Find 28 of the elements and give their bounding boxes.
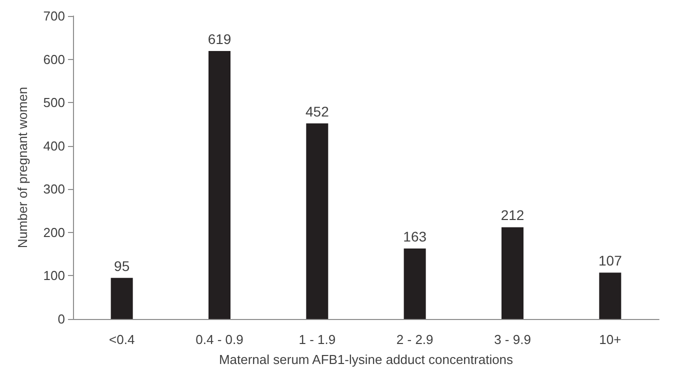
data-label: 163 [403, 228, 427, 244]
bar [502, 227, 524, 319]
y-tick-label: 400 [43, 138, 65, 154]
bar [306, 123, 328, 319]
bar [404, 248, 426, 319]
data-label: 95 [114, 258, 130, 274]
bar [599, 272, 622, 319]
bar [110, 278, 133, 319]
data-label: 452 [305, 103, 330, 120]
y-tick-label: 700 [43, 8, 65, 24]
y-tick-label: 300 [43, 182, 65, 197]
data-label: 619 [208, 31, 232, 48]
x-tick-label: 10+ [599, 332, 622, 347]
y-axis-title: Number of pregnant women [15, 86, 30, 248]
data-label: 107 [598, 252, 622, 269]
y-tick-label: 500 [43, 95, 65, 110]
data-label: 212 [500, 207, 524, 224]
x-tick-label: 2 - 2.9 [396, 332, 434, 347]
x-tick-label: 0.4 - 0.9 [196, 332, 244, 347]
x-tick-label: 3 - 9.9 [494, 332, 531, 347]
y-tick-label: 200 [43, 224, 65, 240]
y-tick-label: 0 [58, 312, 65, 326]
y-tick-label: 100 [43, 268, 65, 284]
x-axis-title: Maternal serum AFB1-lysine adduct concentrations [218, 352, 514, 367]
bar [208, 51, 230, 319]
x-tick-label: <0.4 [108, 332, 135, 347]
x-tick-label: 1 - 1.9 [298, 332, 336, 347]
y-tick-label: 600 [43, 52, 65, 67]
